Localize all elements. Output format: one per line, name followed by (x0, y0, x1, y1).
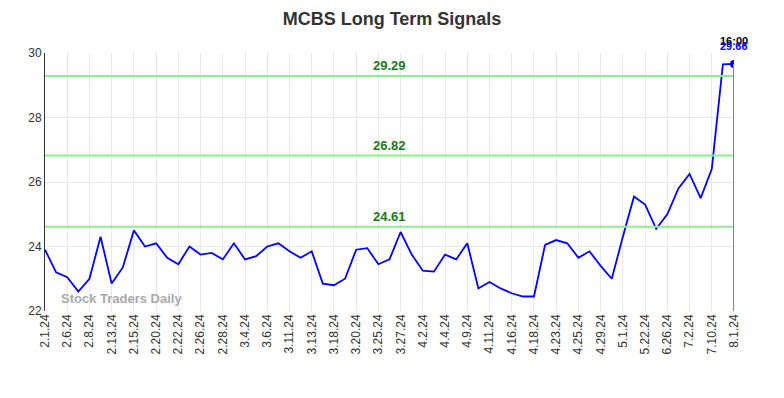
svg-text:2.15.24: 2.15.24 (127, 314, 141, 354)
svg-text:28: 28 (28, 111, 42, 125)
svg-text:3.27.24: 3.27.24 (394, 314, 408, 354)
svg-text:26.82: 26.82 (373, 138, 406, 153)
svg-text:4.11.24: 4.11.24 (482, 314, 496, 353)
svg-text:4.29.24: 4.29.24 (594, 314, 608, 354)
svg-text:2.6.24: 2.6.24 (60, 314, 74, 348)
svg-text:24.61: 24.61 (373, 209, 406, 224)
svg-text:29.66: 29.66 (720, 40, 748, 52)
svg-text:2.8.24: 2.8.24 (82, 314, 96, 348)
svg-text:3.13.24: 3.13.24 (305, 314, 319, 354)
svg-text:24: 24 (28, 240, 42, 254)
svg-text:2.1.24: 2.1.24 (38, 314, 52, 348)
svg-text:4.9.24: 4.9.24 (460, 314, 474, 348)
svg-text:3.25.24: 3.25.24 (371, 314, 385, 354)
svg-text:3.4.24: 3.4.24 (238, 314, 252, 348)
svg-text:16:00: 16:00 (720, 35, 748, 47)
svg-text:Stock Traders Daily: Stock Traders Daily (61, 291, 182, 306)
svg-text:2.13.24: 2.13.24 (105, 314, 119, 354)
svg-text:6.26.24: 6.26.24 (660, 314, 674, 354)
svg-text:5.22.24: 5.22.24 (638, 314, 652, 354)
svg-text:2.20.24: 2.20.24 (149, 314, 163, 354)
svg-text:22: 22 (28, 304, 42, 318)
svg-text:3.18.24: 3.18.24 (327, 314, 341, 354)
svg-text:3.11.24: 3.11.24 (282, 314, 296, 353)
svg-text:29.29: 29.29 (373, 58, 406, 73)
svg-text:MCBS Long Term Signals: MCBS Long Term Signals (283, 9, 502, 29)
svg-text:4.18.24: 4.18.24 (527, 314, 541, 354)
svg-text:3.6.24: 3.6.24 (260, 314, 274, 348)
svg-text:4.4.24: 4.4.24 (438, 314, 452, 348)
svg-text:2.28.24: 2.28.24 (216, 314, 230, 354)
svg-text:7.10.24: 7.10.24 (705, 314, 719, 354)
svg-text:4.25.24: 4.25.24 (571, 314, 585, 354)
svg-text:2.26.24: 2.26.24 (193, 314, 207, 354)
svg-text:26: 26 (28, 175, 42, 189)
svg-text:3.20.24: 3.20.24 (349, 314, 363, 354)
svg-text:4.2.24: 4.2.24 (416, 314, 430, 348)
svg-text:5.1.24: 5.1.24 (616, 314, 630, 348)
svg-text:7.2.24: 7.2.24 (682, 314, 696, 348)
svg-text:2.22.24: 2.22.24 (171, 314, 185, 354)
svg-text:30: 30 (28, 46, 42, 60)
svg-text:4.16.24: 4.16.24 (505, 314, 519, 354)
svg-text:4.23.24: 4.23.24 (549, 314, 563, 354)
svg-text:8.1.24: 8.1.24 (727, 314, 741, 348)
